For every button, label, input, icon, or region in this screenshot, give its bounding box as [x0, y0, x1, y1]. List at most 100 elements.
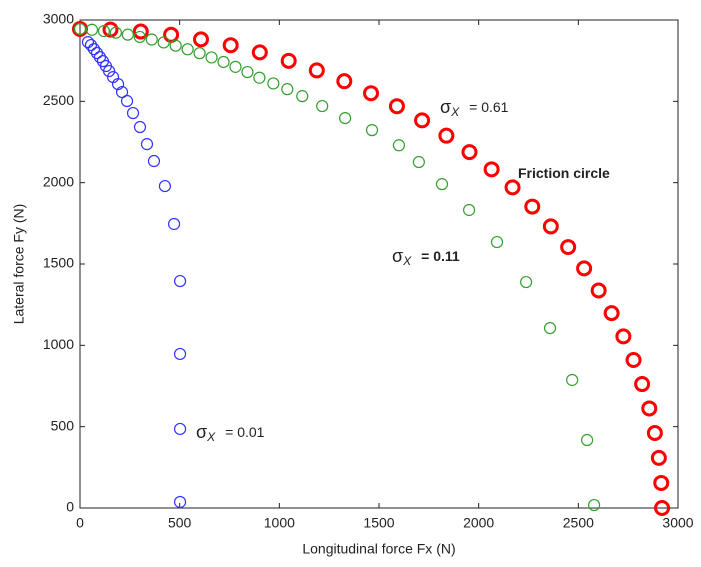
marker	[111, 77, 125, 91]
marker	[90, 46, 104, 60]
marker	[590, 282, 607, 299]
marker	[267, 77, 280, 90]
annotation: σX = 0.61	[440, 97, 509, 119]
marker	[412, 155, 425, 169]
marker	[461, 144, 478, 161]
marker	[615, 328, 632, 345]
marker	[414, 112, 431, 129]
marker	[217, 55, 230, 69]
x-tick-label: 2500	[563, 515, 594, 531]
marker	[281, 83, 294, 96]
annotation-text: = 0.01	[225, 424, 265, 440]
y-tick-label: 1000	[43, 336, 74, 352]
marker	[133, 120, 147, 134]
marker	[157, 36, 170, 49]
marker	[173, 495, 187, 509]
marker	[229, 60, 242, 73]
marker	[587, 498, 601, 512]
marker	[543, 321, 557, 335]
marker	[205, 51, 218, 64]
marker	[462, 203, 476, 217]
marker	[87, 43, 101, 56]
marker	[520, 275, 533, 289]
marker	[109, 26, 122, 39]
marker	[435, 178, 449, 191]
annotation-text: = 0.11	[421, 248, 460, 264]
marker	[650, 449, 667, 466]
marker	[483, 161, 500, 178]
marker	[560, 239, 577, 256]
x-tick-label: 0	[76, 515, 84, 531]
annotation-symbol: σ	[196, 422, 207, 442]
marker	[634, 376, 651, 393]
marker	[103, 64, 116, 78]
marker	[504, 179, 521, 196]
marker	[145, 33, 158, 46]
marker	[173, 347, 187, 361]
y-tick-label: 1500	[43, 255, 74, 271]
marker	[363, 85, 380, 102]
x-tick-label: 2000	[463, 515, 494, 531]
marker	[147, 154, 161, 168]
marker	[121, 28, 134, 41]
y-tick-label: 2000	[43, 173, 74, 189]
annotation-symbol: σ	[440, 97, 451, 117]
marker	[85, 23, 99, 36]
marker	[308, 62, 325, 79]
marker	[576, 260, 593, 277]
marker	[93, 50, 107, 64]
marker	[126, 106, 140, 120]
annotation-sub: X	[450, 105, 460, 119]
marker	[524, 198, 541, 215]
marker	[641, 400, 658, 417]
x-axis-label: Longitudinal force Fx (N)	[302, 541, 455, 557]
y-tick-label: 2500	[43, 92, 74, 108]
marker	[603, 305, 620, 322]
marker	[169, 39, 182, 52]
annotation: Friction circle	[518, 165, 610, 181]
marker	[646, 425, 663, 442]
marker	[438, 127, 455, 144]
x-tick-label: 3000	[662, 515, 693, 531]
marker	[392, 139, 406, 152]
marker	[97, 24, 111, 38]
marker	[581, 433, 594, 447]
marker	[133, 30, 146, 44]
marker	[173, 274, 187, 288]
marker	[339, 111, 352, 125]
marker	[222, 37, 239, 54]
y-axis-label: Lateral force Fy (N)	[11, 204, 27, 325]
marker	[625, 351, 642, 368]
marker	[158, 179, 172, 193]
marker	[120, 94, 134, 108]
marker	[253, 71, 266, 84]
marker	[81, 36, 95, 49]
annotation: σX = 0.11	[392, 246, 460, 268]
marker	[542, 218, 559, 235]
marker	[365, 124, 379, 137]
annotation: σX = 0.01	[196, 422, 265, 444]
marker	[241, 65, 254, 79]
marker	[336, 73, 353, 90]
marker	[173, 422, 187, 436]
marker	[280, 52, 297, 69]
marker	[84, 38, 98, 52]
annotation-sub: X	[402, 254, 412, 268]
marker	[654, 500, 671, 516]
marker	[316, 99, 329, 113]
y-tick-label: 3000	[43, 11, 74, 27]
annotation-sub: X	[206, 430, 216, 444]
marker	[73, 22, 87, 36]
marker	[192, 31, 209, 48]
marker	[490, 235, 504, 249]
marker	[163, 26, 180, 43]
annotation-text: = 0.61	[469, 99, 509, 115]
marker	[653, 474, 670, 491]
x-tick-label: 1000	[264, 515, 295, 531]
marker	[193, 47, 206, 60]
annotation-symbol: σ	[392, 246, 403, 266]
x-tick-label: 1500	[363, 515, 394, 531]
y-tick-label: 500	[51, 417, 75, 433]
x-tick-label: 500	[168, 515, 192, 531]
